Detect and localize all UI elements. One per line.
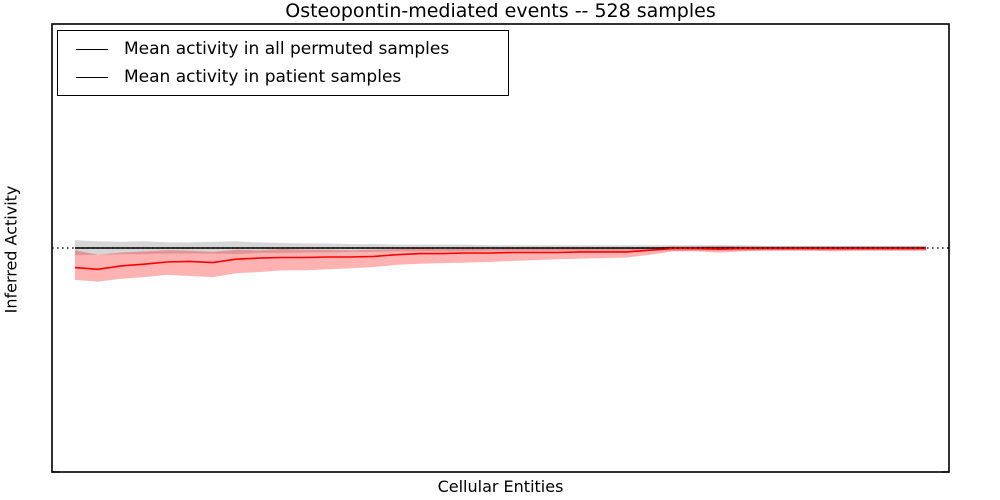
chart-title: Osteopontin-mediated events -- 528 sampl… bbox=[285, 0, 716, 22]
x-axis-label: Cellular Entities bbox=[437, 477, 564, 496]
legend-entry-patient: Mean activity in patient samples bbox=[58, 67, 508, 87]
legend-label-patient: Mean activity in patient samples bbox=[124, 67, 402, 87]
patient-samples-range-band bbox=[75, 245, 926, 282]
patient-mean-line bbox=[74, 247, 926, 271]
legend-entry-permuted: Mean activity in all permuted samples bbox=[58, 39, 508, 59]
legend: Mean activity in all permuted samples Me… bbox=[57, 30, 509, 96]
legend-label-permuted: Mean activity in all permuted samples bbox=[124, 39, 450, 59]
permuted-line-sample bbox=[76, 48, 108, 50]
y-axis-label: Inferred Activity bbox=[1, 185, 21, 314]
patient-line-sample bbox=[76, 76, 108, 78]
plot-frame bbox=[51, 23, 950, 473]
